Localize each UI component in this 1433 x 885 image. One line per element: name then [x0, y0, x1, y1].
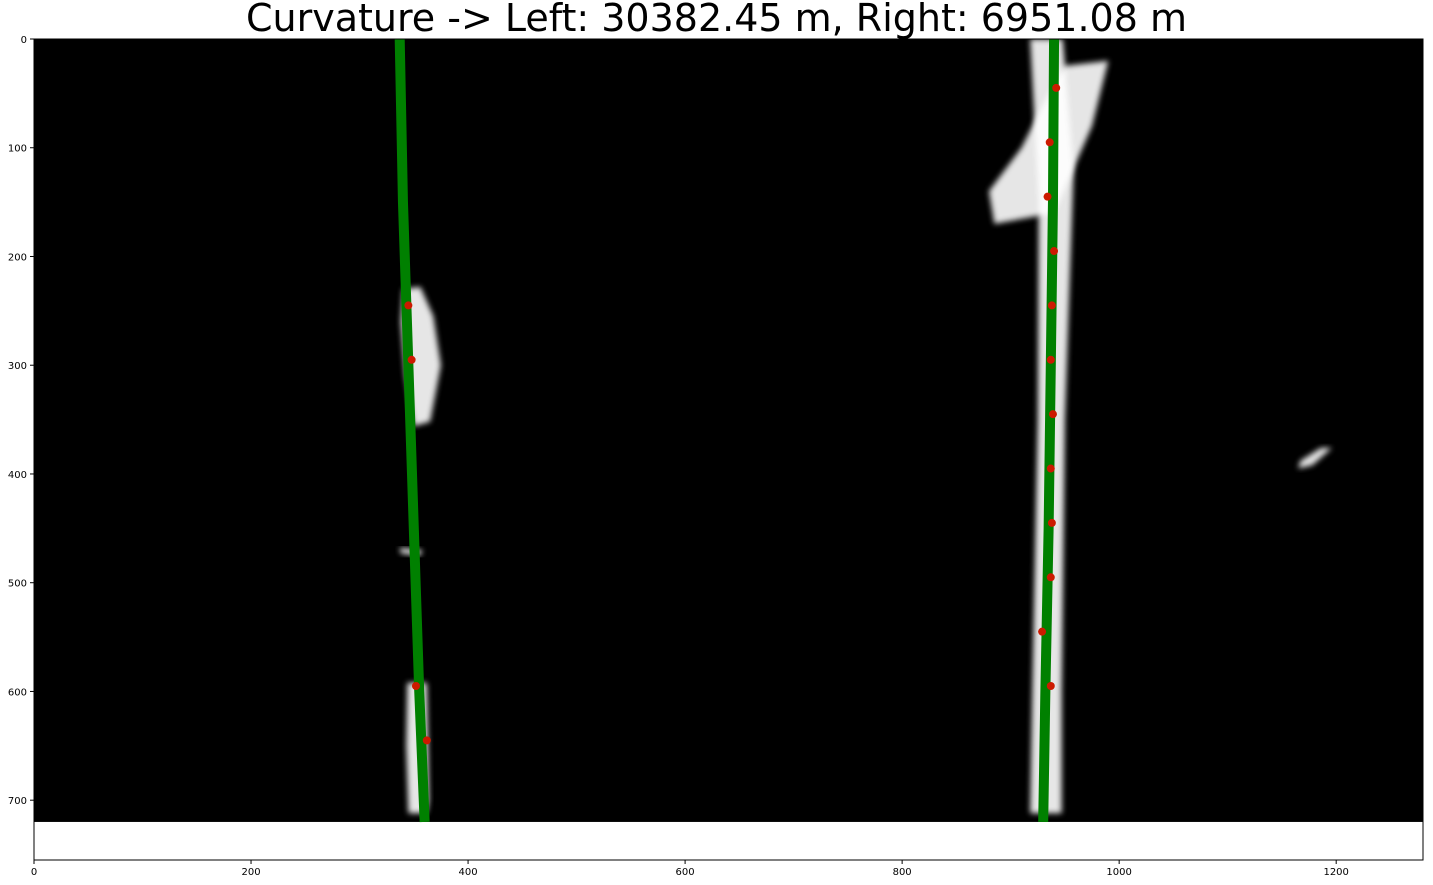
window-center-point [1052, 83, 1061, 92]
window-center-point [1046, 682, 1055, 691]
window-center-point [1048, 410, 1057, 419]
y-tick-label: 300 [8, 361, 27, 372]
window-center-point [407, 355, 416, 364]
window-center-point [1046, 355, 1055, 364]
x-tick-label: 400 [459, 867, 478, 878]
x-tick-label: 600 [676, 867, 695, 878]
y-tick-label: 0 [21, 35, 27, 46]
window-center-point [1046, 464, 1055, 473]
chart-title: Curvature -> Left: 30382.45 m, Right: 69… [245, 0, 1187, 40]
window-center-point [1050, 247, 1059, 256]
x-tick-label: 200 [241, 867, 260, 878]
y-tick-label: 700 [8, 796, 27, 807]
left-lane-fit-line [394, 38, 430, 823]
window-center-point [1047, 518, 1056, 527]
window-center-point [1038, 627, 1047, 636]
axes-frame [33, 38, 1424, 861]
window-center-point [1047, 301, 1056, 310]
right-lane-fit-line [1038, 38, 1060, 823]
binary-image-background [34, 39, 1423, 822]
y-tick-label: 400 [8, 470, 27, 481]
y-tick-label: 200 [8, 252, 27, 263]
lane-pixel-region [1298, 447, 1332, 469]
window-center-point [411, 682, 420, 691]
window-center-point [404, 301, 413, 310]
window-center-point [1045, 138, 1054, 147]
x-tick-label: 1000 [1106, 867, 1131, 878]
window-center-point [422, 736, 431, 745]
y-tick-label: 100 [8, 144, 27, 155]
x-tick-label: 800 [893, 867, 912, 878]
window-center-point [1043, 192, 1052, 201]
y-tick-label: 600 [8, 687, 27, 698]
y-tick-label: 500 [8, 579, 27, 590]
x-tick-label: 1200 [1323, 867, 1348, 878]
x-tick-label: 0 [31, 867, 37, 878]
window-center-point [1046, 573, 1055, 582]
